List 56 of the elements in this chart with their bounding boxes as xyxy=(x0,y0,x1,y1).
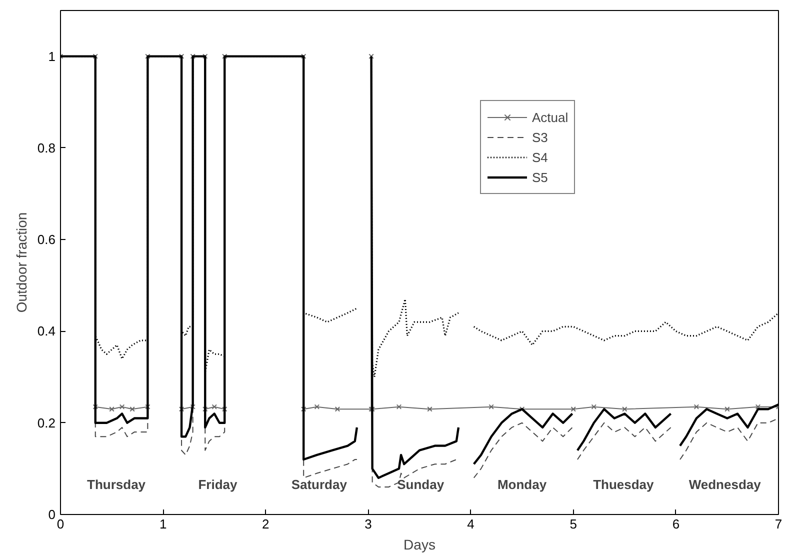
y-tick-label: 0.4 xyxy=(37,324,56,339)
point xyxy=(178,54,184,59)
point xyxy=(591,404,596,410)
point xyxy=(145,54,150,59)
point xyxy=(570,406,576,412)
point xyxy=(222,54,228,59)
x-tick-label: 1 xyxy=(159,516,167,532)
y-axis-title: Outdoor fraction xyxy=(13,212,30,313)
annotation: Friday xyxy=(198,477,238,492)
point xyxy=(222,406,228,412)
point xyxy=(178,406,184,412)
point xyxy=(190,54,196,59)
point xyxy=(300,54,306,59)
x-tick-label: 7 xyxy=(774,516,782,532)
point xyxy=(427,406,432,412)
point xyxy=(92,404,98,410)
point xyxy=(92,54,98,59)
y-tick-label: 0.2 xyxy=(37,415,56,430)
point xyxy=(396,404,402,410)
point xyxy=(314,404,320,410)
x-tick-label: 4 xyxy=(467,516,474,532)
y-tick-label: 1 xyxy=(48,48,56,64)
annotation: Wednesday xyxy=(688,477,762,492)
point xyxy=(368,54,374,59)
point xyxy=(488,404,494,410)
point xyxy=(694,404,700,410)
y-tick-label: 0 xyxy=(48,507,56,522)
point xyxy=(755,404,761,410)
point xyxy=(300,406,306,412)
point xyxy=(109,406,114,412)
annotation: Monday xyxy=(497,477,548,492)
annotation: Sunday xyxy=(397,477,445,492)
legend-label: S3 xyxy=(532,130,549,144)
legend-label: S5 xyxy=(532,170,549,184)
point xyxy=(190,404,196,410)
x-tick-label: 5 xyxy=(570,516,577,532)
legend-label: Actual xyxy=(532,110,568,124)
legend-label: S4 xyxy=(532,150,549,164)
annotation: Saturday xyxy=(291,477,348,492)
annotation: Thuesday xyxy=(593,477,655,492)
point xyxy=(622,406,628,412)
x-tick-label: 6 xyxy=(672,516,680,532)
point xyxy=(202,54,208,59)
point xyxy=(145,404,150,410)
y-tick-label: 0.8 xyxy=(37,140,56,156)
x-tick-label: 2 xyxy=(262,516,270,532)
y-tick-label: 0.6 xyxy=(37,232,56,248)
x-axis-title: Days xyxy=(404,536,436,552)
point xyxy=(202,406,208,412)
x-tick-label: 3 xyxy=(364,516,372,532)
point xyxy=(119,404,125,410)
annotation: Thursday xyxy=(87,477,146,492)
point xyxy=(334,406,340,412)
point xyxy=(130,406,135,412)
point xyxy=(212,404,217,410)
point xyxy=(724,406,730,412)
